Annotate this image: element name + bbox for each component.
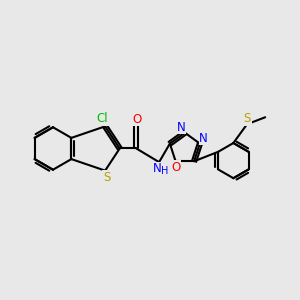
Text: O: O [133, 112, 142, 126]
Text: S: S [244, 112, 251, 125]
Text: N: N [177, 121, 186, 134]
Text: O: O [171, 161, 180, 174]
Text: H: H [161, 166, 169, 176]
Text: Cl: Cl [96, 112, 108, 125]
Text: N: N [153, 162, 162, 175]
Text: N: N [199, 132, 208, 145]
Text: S: S [103, 171, 110, 184]
